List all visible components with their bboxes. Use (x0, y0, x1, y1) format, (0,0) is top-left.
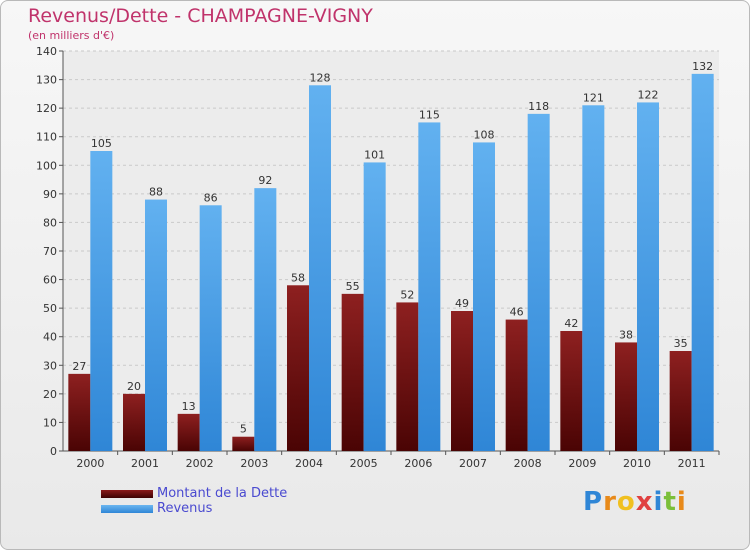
bar-dette (341, 293, 364, 451)
bar-revenus (363, 162, 386, 451)
x-tick-label: 2010 (623, 457, 651, 470)
y-tick-label: 0 (50, 445, 57, 458)
y-tick-label: 130 (36, 74, 57, 87)
data-label-revenus: 105 (91, 137, 112, 150)
bar-revenus (309, 85, 331, 452)
bar-dette (123, 393, 145, 451)
data-label-dette: 58 (291, 271, 305, 284)
data-label-dette: 35 (674, 337, 688, 350)
legend-label-dette: Montant de la Dette (157, 486, 288, 501)
x-tick-label: 2006 (404, 457, 432, 470)
chart-title: Revenus/Dette - CHAMPAGNE-VIGNY (28, 5, 373, 27)
data-label-revenus: 92 (258, 174, 272, 187)
bar-dette (560, 331, 583, 451)
logo-letter: o (616, 487, 636, 517)
y-tick-label: 10 (43, 416, 57, 429)
data-label-dette: 38 (619, 328, 633, 341)
x-tick-label: 2008 (514, 457, 542, 470)
logo-letter: i (676, 487, 687, 517)
data-label-dette: 52 (400, 288, 414, 301)
x-tick-label: 2000 (76, 457, 104, 470)
logo-letter: x (635, 487, 654, 517)
y-tick-label: 90 (43, 188, 57, 201)
bar-dette (287, 285, 309, 451)
data-label-revenus: 115 (419, 108, 440, 121)
bar-dette (177, 413, 200, 451)
y-tick-label: 100 (36, 159, 57, 172)
data-label-revenus: 88 (149, 186, 163, 199)
y-tick-label: 30 (43, 359, 57, 372)
bar-revenus (637, 102, 659, 451)
data-label-dette: 42 (564, 317, 578, 330)
x-tick-label: 2001 (131, 457, 159, 470)
x-tick-label: 2007 (459, 457, 487, 470)
y-tick-label: 60 (43, 274, 57, 287)
data-label-dette: 5 (240, 423, 247, 436)
y-tick-label: 120 (36, 102, 57, 115)
bar-dette (615, 342, 637, 451)
bar-dette (451, 311, 473, 451)
data-label-dette: 20 (127, 380, 141, 393)
bar-revenus (418, 122, 441, 451)
bar-dette (505, 319, 528, 451)
logo-letter: t (663, 487, 677, 517)
x-tick-label: 2004 (295, 457, 323, 470)
bar-dette (232, 436, 255, 451)
legend-swatch-revenus (101, 505, 153, 513)
bar-revenus (90, 151, 113, 451)
logo-letter: P (583, 487, 604, 517)
x-tick-label: 2005 (350, 457, 378, 470)
data-label-dette: 46 (510, 306, 524, 319)
data-label-revenus: 86 (204, 191, 218, 204)
proxiti-logo: Proxiti (583, 487, 687, 517)
data-label-revenus: 101 (364, 148, 385, 161)
data-label-revenus: 128 (310, 71, 331, 84)
bar-revenus (145, 199, 167, 451)
legend-label-revenus: Revenus (157, 501, 213, 516)
bar-revenus (254, 188, 277, 451)
data-label-dette: 49 (455, 297, 469, 310)
data-label-revenus: 132 (692, 60, 713, 73)
bar-revenus (473, 142, 495, 451)
data-label-revenus: 108 (474, 128, 495, 141)
legend-swatch-dette (101, 490, 153, 498)
x-tick-label: 2003 (240, 457, 268, 470)
data-label-dette: 55 (346, 280, 360, 293)
y-tick-label: 70 (43, 245, 57, 258)
x-tick-label: 2009 (568, 457, 596, 470)
chart-subtitle: (en milliers d'€) (28, 29, 115, 42)
data-label-revenus: 118 (528, 100, 549, 113)
bar-revenus (199, 205, 222, 451)
data-label-dette: 27 (72, 360, 86, 373)
bar-dette (68, 373, 91, 451)
bar-revenus (691, 73, 714, 451)
x-tick-label: 2002 (186, 457, 214, 470)
data-label-revenus: 122 (638, 88, 659, 101)
bar-dette (396, 302, 419, 451)
bar-revenus (527, 113, 550, 451)
bar-revenus (582, 105, 605, 452)
data-label-revenus: 121 (583, 91, 604, 104)
y-tick-label: 50 (43, 302, 57, 315)
bar-dette (669, 351, 692, 451)
y-tick-label: 140 (36, 45, 57, 58)
x-tick-label: 2011 (678, 457, 706, 470)
y-tick-label: 80 (43, 216, 57, 229)
y-tick-label: 40 (43, 331, 57, 344)
logo-letter: i (653, 487, 664, 517)
logo-letter: r (603, 487, 617, 517)
y-tick-label: 110 (36, 131, 57, 144)
data-label-dette: 13 (182, 400, 196, 413)
y-tick-label: 20 (43, 388, 57, 401)
